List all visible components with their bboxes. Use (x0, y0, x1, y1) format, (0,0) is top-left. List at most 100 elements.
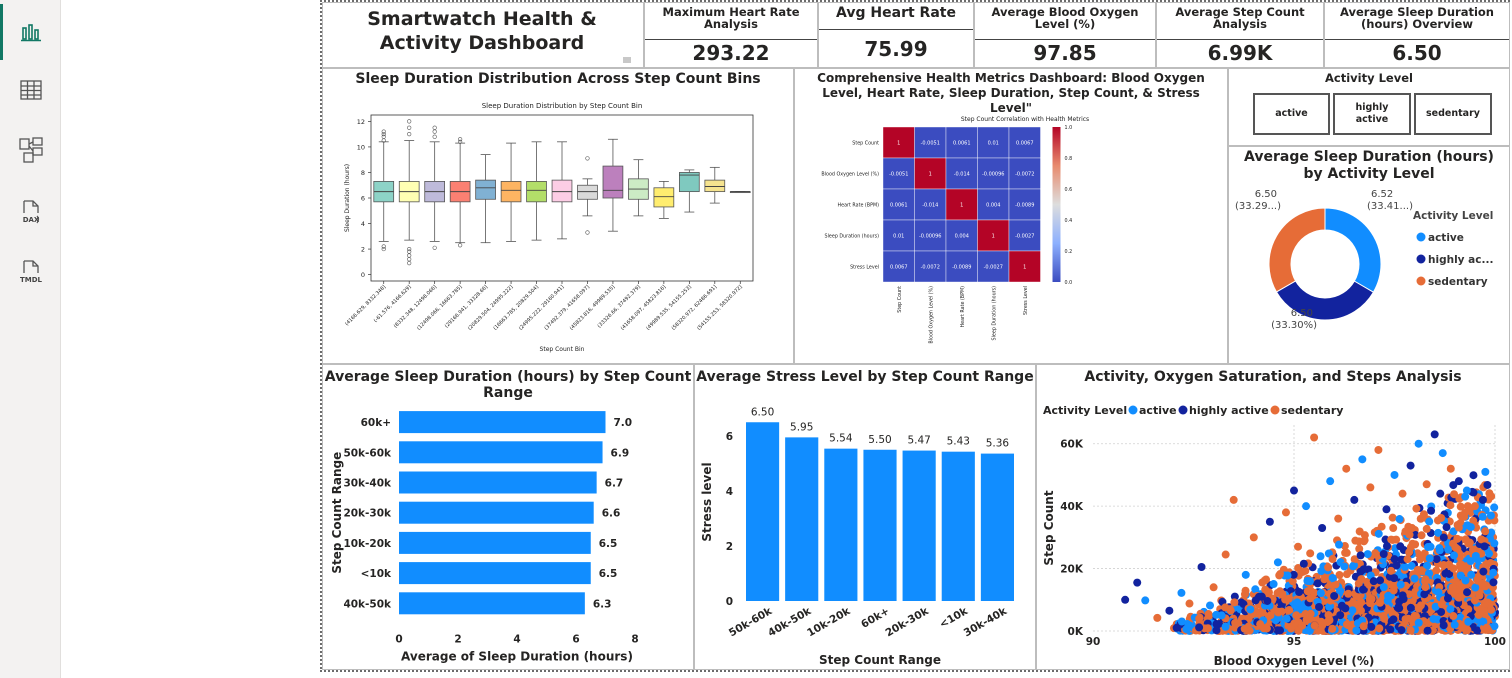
scatter-point (1278, 590, 1287, 599)
data-label: 6.7 (605, 478, 624, 490)
heatmap-cell-value: 0.0067 (1016, 141, 1034, 147)
sleep-boxplot-panel[interactable]: Sleep Duration Distribution Across Step … (322, 68, 794, 364)
model-view-icon[interactable] (10, 130, 52, 170)
card-divider (1325, 39, 1509, 40)
scatter-point (1284, 594, 1293, 603)
scatter-point (1444, 545, 1453, 554)
scatter-point (1328, 573, 1337, 582)
donut-data-label-pct: (33.41...) (1367, 201, 1413, 212)
box-outlier (381, 132, 386, 137)
scatter-point (1367, 622, 1376, 631)
avg-step-count-card[interactable]: Average Step Count Analysis 6.99K (1156, 2, 1324, 68)
y-tick-label: 0 (726, 596, 733, 608)
box-outlier (381, 244, 386, 249)
scatter-point (1379, 611, 1388, 620)
heatmap-cell-value: 0.01 (988, 141, 999, 147)
avg-heart-rate-card[interactable]: Avg Heart Rate 75.99 (818, 2, 974, 68)
scatter-point (1382, 542, 1391, 551)
y-tick-label: 40K (1060, 501, 1084, 513)
card-label: Maximum Heart Rate Analysis (662, 5, 800, 31)
scatter-point (1424, 569, 1433, 578)
vbar (941, 451, 975, 601)
data-label: 6.50 (751, 406, 774, 418)
box-outlier (407, 125, 412, 130)
column-label: Blood Oxygen Level (%) (928, 286, 934, 344)
scatter-point (1477, 535, 1486, 544)
sleep-boxplot-chart: Sleep Duration Distribution by Step Coun… (344, 102, 754, 353)
sleep-by-activity-panel[interactable]: Average Sleep Duration (hours) by Activi… (1228, 146, 1510, 364)
card-divider (819, 29, 973, 30)
scatter-point (1471, 583, 1480, 592)
scatter-point (1489, 568, 1498, 577)
scatter-point (1406, 461, 1415, 470)
scatter-point (1425, 554, 1434, 563)
scatter-point (1317, 567, 1326, 576)
color-scale-label: 0.0 (1065, 280, 1073, 286)
scatter-point (1230, 592, 1239, 601)
box (602, 165, 624, 199)
donut-slice (1268, 207, 1326, 293)
x-axis-label: Step Count Bin (540, 346, 585, 353)
scatter-point (1276, 626, 1285, 635)
scatter-point (1446, 501, 1455, 510)
scatter-point (1209, 583, 1218, 592)
scatter-point (1289, 570, 1298, 579)
y-tick-label: 4 (726, 486, 733, 498)
scatter-point (1444, 594, 1453, 603)
sleep-by-steps-panel[interactable]: Average Sleep Duration (hours) by Step C… (322, 364, 694, 670)
scatter-point (1206, 601, 1215, 610)
scatter-point (1365, 599, 1374, 608)
dax-query-label: DAX (22, 216, 40, 224)
scatter-point (1446, 605, 1455, 614)
scatter-point (1276, 570, 1285, 579)
box-outlier (407, 261, 412, 266)
heatmap-cell (914, 126, 947, 159)
scatter-point (1350, 599, 1359, 608)
card-divider (1157, 39, 1323, 40)
slicer-option-active[interactable]: active (1253, 93, 1330, 135)
scatter-point (1274, 608, 1283, 617)
card-label: Average Blood Oxygen Level (%) (991, 5, 1139, 31)
correlation-heatmap-panel[interactable]: Comprehensive Health Metrics Dashboard: … (794, 68, 1228, 364)
heatmap-cell (914, 188, 947, 221)
scatter-point (1389, 586, 1398, 595)
scatter-point (1221, 622, 1230, 631)
scatter-point (1427, 506, 1436, 515)
slicer-option-sedentary[interactable]: sedentary (1414, 93, 1492, 135)
legend-marker (1128, 405, 1138, 415)
scatter-point (1411, 530, 1420, 539)
hbar (399, 531, 591, 554)
dax-query-icon[interactable]: DAX (10, 192, 52, 232)
scatter-point (1249, 533, 1258, 542)
x-tick-label: (4166.629, 8332.348] (344, 284, 387, 327)
scatter-point (1400, 562, 1409, 571)
box-outlier (458, 137, 463, 142)
scatter-point (1422, 480, 1431, 489)
avg-sleep-duration-card[interactable]: Average Sleep Duration (hours) Overview … (1324, 2, 1510, 68)
scatter-point (1432, 555, 1441, 564)
scatter-point (1475, 591, 1484, 600)
slicer-option-highly-active[interactable]: highly active (1333, 93, 1411, 135)
scatter-point (1317, 617, 1326, 626)
card-label: Average Sleep Duration (hours) Overview (1339, 5, 1494, 31)
max-heart-rate-card[interactable]: Maximum Heart Rate Analysis 293.22 (644, 2, 818, 68)
avg-blood-oxygen-card[interactable]: Average Blood Oxygen Level (%) 97.85 (974, 2, 1156, 68)
scatter-point (1323, 618, 1332, 627)
legend-item: active (1139, 404, 1177, 417)
report-view-icon[interactable] (10, 12, 52, 52)
data-label: 6.5 (599, 568, 618, 580)
scatter-point (1382, 505, 1391, 514)
scatter-point (1281, 508, 1290, 517)
scatter-point (1335, 540, 1344, 549)
scatter-point (1379, 549, 1388, 558)
stress-by-steps-panel[interactable]: Average Stress Level by Step Count Range… (694, 364, 1036, 670)
scatter-point (1356, 551, 1365, 560)
tmdl-view-icon[interactable]: TMDL (10, 252, 52, 292)
box (526, 181, 547, 203)
dashboard-title-box[interactable]: Smartwatch Health & Activity Dashboard (322, 2, 644, 68)
table-view-icon[interactable] (10, 70, 52, 110)
scatter-point (1406, 603, 1415, 612)
x-tick-label: (20829.504, 24995.222] (467, 284, 515, 332)
oxygen-steps-scatter-panel[interactable]: Activity, Oxygen Saturation, and Steps A… (1036, 364, 1510, 670)
scatter-point (1439, 621, 1448, 630)
